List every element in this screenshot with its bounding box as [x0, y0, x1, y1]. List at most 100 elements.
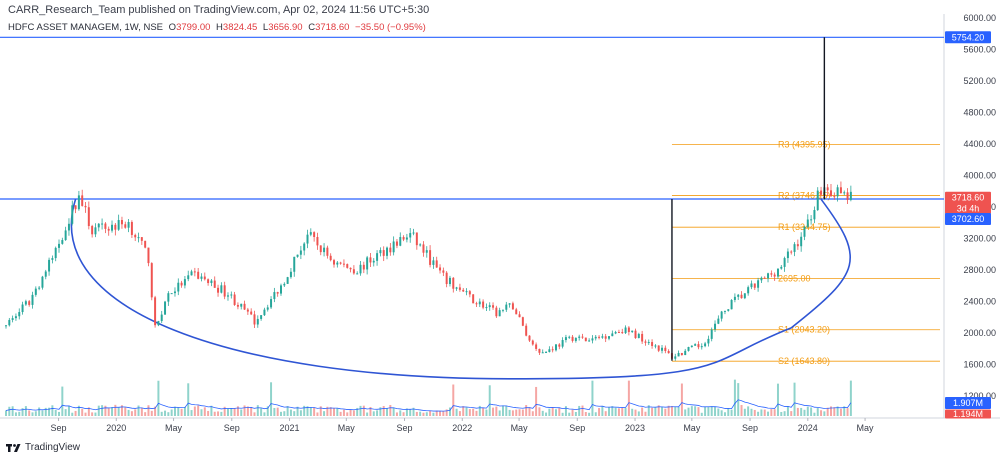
- change-value: −35.50 (−0.95%): [355, 22, 426, 33]
- candle-body: [296, 254, 299, 257]
- candle-body: [773, 274, 776, 277]
- candle-body: [515, 309, 518, 315]
- candle-body: [584, 337, 587, 342]
- candle-body: [226, 295, 229, 297]
- candle-body: [409, 233, 412, 238]
- candle-body: [299, 250, 302, 255]
- candle-body: [250, 311, 253, 315]
- volume-bar: [823, 411, 826, 416]
- symbol-name[interactable]: HDFC ASSET MANAGEM, 1W, NSE: [8, 22, 164, 33]
- volume-bar: [226, 408, 229, 416]
- candle-body: [445, 272, 448, 285]
- volume-bar: [64, 409, 67, 416]
- volume-bar: [767, 411, 770, 416]
- candle-body: [286, 277, 289, 284]
- volume-bar: [18, 411, 21, 416]
- candle-body: [187, 275, 190, 280]
- candle-body: [203, 276, 206, 280]
- candle-body: [91, 226, 94, 235]
- candle-body: [548, 349, 551, 353]
- volume-bar: [346, 412, 349, 416]
- volume-bar: [472, 408, 475, 416]
- candle-body: [18, 312, 21, 317]
- candle-body: [465, 291, 468, 293]
- volume-bar: [561, 412, 564, 416]
- volume-bar: [319, 406, 322, 416]
- volume-bar: [790, 411, 793, 416]
- volume-bar: [773, 409, 776, 416]
- close-label: C: [308, 22, 316, 33]
- volume-bar: [780, 411, 783, 416]
- candle-body: [581, 336, 584, 338]
- candle-body: [84, 205, 87, 208]
- volume-bar: [263, 412, 266, 416]
- candle-body: [11, 318, 14, 320]
- volume-bar: [200, 409, 203, 416]
- candle-body: [236, 304, 239, 307]
- tradingview-brand[interactable]: TradingView: [25, 442, 81, 453]
- candle-body: [727, 309, 730, 311]
- candle-body: [757, 280, 760, 288]
- volume-bar: [445, 409, 448, 416]
- candle-body: [687, 347, 690, 351]
- volume-bar: [81, 408, 84, 416]
- candle-body: [429, 250, 432, 265]
- candle-body: [67, 223, 70, 231]
- volume-bar: [120, 405, 123, 416]
- volume-bar: [478, 405, 481, 416]
- cup-arc[interactable]: [70, 198, 852, 380]
- candle-body: [157, 321, 160, 326]
- volume-bar: [813, 412, 816, 416]
- candle-body: [641, 333, 644, 342]
- candle-body: [173, 291, 176, 294]
- volume-bar: [38, 407, 41, 416]
- candle-body: [578, 336, 581, 338]
- candle-body: [319, 245, 322, 253]
- candle-body: [114, 224, 117, 230]
- volume-bar: [220, 411, 223, 416]
- candle-body: [468, 291, 471, 295]
- volume-bar: [661, 406, 664, 416]
- volume-bar: [286, 406, 289, 416]
- last-price-badge-countdown: 3d 4h: [957, 204, 980, 214]
- candle-body: [760, 277, 763, 281]
- volume-bar: [425, 412, 428, 416]
- volume-bar: [306, 406, 309, 416]
- volume-bar: [670, 405, 673, 416]
- candle-body: [147, 247, 150, 264]
- price-tick-label-10: 2000.00: [963, 328, 996, 338]
- volume-bar: [104, 405, 107, 416]
- volume-bar: [253, 412, 256, 416]
- volume-bar: [714, 406, 717, 416]
- candle-body: [180, 282, 183, 286]
- candle-body: [197, 271, 200, 279]
- volume-bar: [376, 410, 379, 416]
- candle-body: [657, 345, 660, 351]
- volume-bar: [535, 386, 538, 416]
- volume-bar: [236, 406, 239, 416]
- candle-body: [498, 310, 501, 317]
- volume-bar: [664, 408, 667, 416]
- volume-bar: [386, 408, 389, 416]
- candle-body: [200, 276, 203, 279]
- candle-body: [432, 260, 435, 265]
- volume-bar: [829, 406, 832, 416]
- candle-body: [240, 303, 243, 307]
- candle-body: [127, 221, 130, 228]
- candle-body: [313, 232, 316, 237]
- candle-body: [617, 332, 620, 334]
- volume-bar: [614, 407, 617, 416]
- tradingview-footer: TradingView: [6, 442, 80, 453]
- volume-bar: [651, 407, 654, 416]
- volume-bar: [442, 411, 445, 416]
- candle-body: [674, 356, 677, 359]
- candle-body: [120, 220, 123, 225]
- volume-bar: [501, 405, 504, 416]
- volume-bar: [409, 409, 412, 416]
- candle-body: [303, 243, 306, 251]
- candle-body: [276, 292, 279, 294]
- candle-body: [61, 240, 64, 244]
- volume-bar: [836, 406, 839, 416]
- volume-bar: [588, 412, 591, 416]
